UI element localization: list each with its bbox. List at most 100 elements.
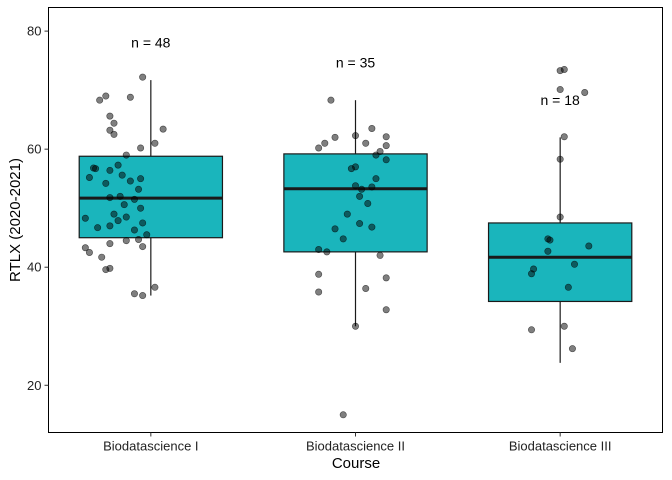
data-point xyxy=(137,144,145,152)
data-point xyxy=(110,210,118,218)
x-tick-label: Biodatascience I xyxy=(103,439,198,454)
x-tick-label: Biodatascience III xyxy=(509,439,612,454)
data-point xyxy=(528,326,536,334)
data-point xyxy=(106,222,114,230)
data-point xyxy=(122,151,130,159)
data-point xyxy=(382,142,390,150)
data-point xyxy=(130,226,138,234)
data-point xyxy=(323,248,331,256)
data-point xyxy=(126,93,134,101)
x-axis: Biodatascience I Biodatascience II Biodata… xyxy=(103,432,612,454)
data-point xyxy=(315,288,323,296)
y-tick-label: 20 xyxy=(27,378,41,393)
data-point xyxy=(331,225,339,233)
data-point xyxy=(560,133,568,141)
data-point xyxy=(560,322,568,330)
data-point xyxy=(544,247,552,255)
data-point xyxy=(137,204,145,212)
data-point xyxy=(358,185,366,193)
data-point xyxy=(351,182,359,190)
data-point xyxy=(110,119,118,127)
data-point xyxy=(122,213,130,221)
data-point xyxy=(556,155,564,163)
data-point xyxy=(106,240,114,248)
data-point xyxy=(106,112,114,120)
count-label: n = 18 xyxy=(541,92,581,108)
data-point xyxy=(102,266,110,274)
data-point xyxy=(118,171,126,179)
data-point xyxy=(151,139,159,147)
data-point xyxy=(315,246,323,254)
data-point xyxy=(102,92,110,100)
data-point xyxy=(372,175,380,183)
data-point xyxy=(315,144,323,152)
data-point xyxy=(356,220,364,228)
data-point xyxy=(130,290,138,298)
data-point xyxy=(81,214,89,222)
data-point xyxy=(135,185,143,193)
data-point xyxy=(382,306,390,314)
data-point xyxy=(98,253,106,261)
data-point xyxy=(110,130,118,138)
data-point xyxy=(351,322,359,330)
data-point xyxy=(364,199,372,207)
x-tick-label: Biodatascience II xyxy=(306,439,405,454)
points-layer xyxy=(81,65,593,419)
data-point xyxy=(382,274,390,282)
data-point xyxy=(106,194,114,202)
data-point xyxy=(556,86,564,94)
data-point xyxy=(126,177,134,185)
data-point xyxy=(585,242,593,250)
data-point xyxy=(139,292,147,300)
data-point xyxy=(116,192,124,200)
data-point xyxy=(382,133,390,141)
data-point xyxy=(135,235,143,243)
data-point xyxy=(376,251,384,259)
data-point xyxy=(343,210,351,218)
data-point xyxy=(92,165,100,173)
data-point xyxy=(114,217,122,225)
data-point xyxy=(528,270,536,278)
data-point xyxy=(570,260,578,268)
x-axis-title: Course xyxy=(332,455,380,472)
count-label: n = 48 xyxy=(131,35,171,51)
data-point xyxy=(139,243,147,251)
data-point xyxy=(114,161,122,169)
data-point xyxy=(143,231,151,239)
count-labels-layer: n = 48 n = 35 n = 18 xyxy=(131,35,580,108)
data-point xyxy=(94,224,102,232)
y-axis-title: RTLX (2020-2021) xyxy=(7,158,24,282)
data-point xyxy=(556,67,564,75)
data-point xyxy=(159,125,167,133)
box-group xyxy=(487,137,633,363)
data-point xyxy=(137,175,145,183)
data-point xyxy=(130,195,138,203)
data-point xyxy=(368,183,376,191)
data-point xyxy=(546,236,554,244)
data-point xyxy=(368,125,376,133)
data-point xyxy=(96,96,104,104)
data-point xyxy=(347,165,355,173)
data-point xyxy=(339,235,347,243)
data-point xyxy=(568,345,576,353)
y-tick-label: 60 xyxy=(27,142,41,157)
count-label: n = 35 xyxy=(336,55,376,71)
data-point xyxy=(362,284,370,292)
data-point xyxy=(331,133,339,141)
data-point xyxy=(372,151,380,159)
box-group xyxy=(78,80,224,296)
data-point xyxy=(122,237,130,245)
data-point xyxy=(351,132,359,140)
data-point xyxy=(151,283,159,291)
data-point xyxy=(327,96,335,104)
data-point xyxy=(368,223,376,231)
iqr-box xyxy=(487,222,633,303)
data-point xyxy=(581,89,589,97)
data-point xyxy=(139,219,147,227)
data-point xyxy=(106,166,114,174)
data-point xyxy=(81,244,89,252)
data-point xyxy=(102,179,110,187)
data-point xyxy=(120,201,128,209)
data-point xyxy=(564,283,572,291)
